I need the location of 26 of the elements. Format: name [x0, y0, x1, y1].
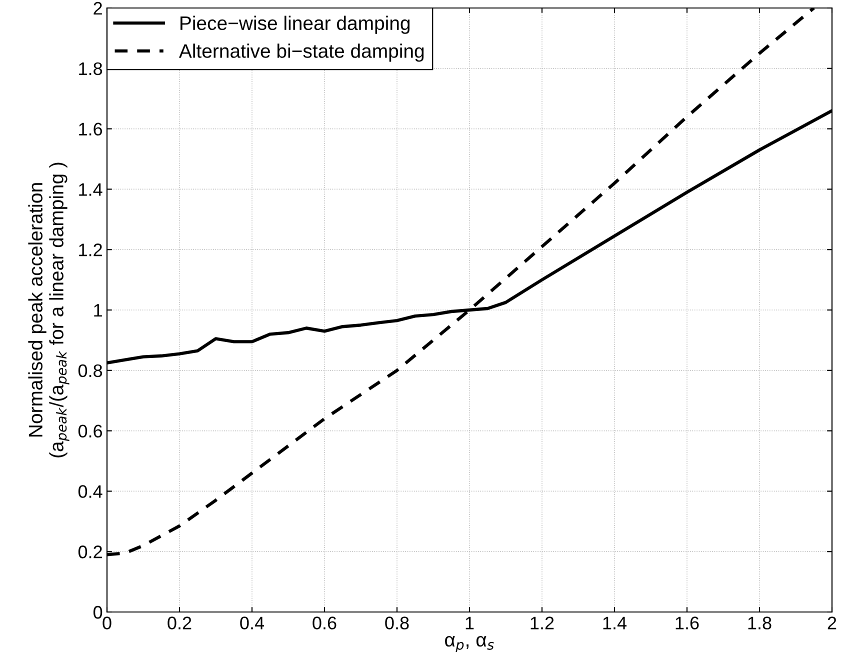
x-tick-label: 1.6 [676, 616, 699, 630]
y-tick-label: 1.4 [79, 183, 102, 196]
y-axis-title: Normalised peak acceleration (a$_{peak}$/(a$_{peak}$ for a linear damping ) [28, 162, 70, 458]
x-tick-label: 2 [828, 616, 836, 630]
y-tick-label: 0 [94, 606, 102, 619]
x-tick-label: 0.4 [240, 616, 264, 630]
x-tick-label: 1.2 [530, 616, 554, 630]
y-tick-label: 1.6 [79, 122, 102, 136]
y-tick-label: 0.8 [78, 364, 102, 378]
x-tick-label: 1.4 [603, 616, 627, 630]
y-tick-label: 1.8 [79, 62, 102, 76]
y-tick-label: 2 [94, 2, 102, 15]
x-tick-label: 1.8 [748, 616, 772, 630]
legend-label: Piece−wise linear damping [180, 16, 410, 34]
x-tick-label: 0 [102, 616, 112, 630]
y-tick-label: 1.2 [79, 244, 102, 256]
x-tick-label: 1 [466, 616, 474, 630]
x-tick-label: 0.8 [385, 616, 409, 630]
x-tick-label: 0.6 [312, 616, 336, 630]
x-tick-label: 0.2 [168, 616, 192, 630]
y-tick-label: 0.4 [78, 485, 102, 498]
y-tick-label: 1 [94, 304, 102, 317]
y-tick-label: 0.2 [78, 546, 102, 558]
x-axis-title: α$_{p}$, α$_{s}$ [445, 636, 494, 652]
y-tick-label: 0.6 [78, 424, 102, 438]
legend-label: Alternative bi−state damping [178, 44, 424, 62]
